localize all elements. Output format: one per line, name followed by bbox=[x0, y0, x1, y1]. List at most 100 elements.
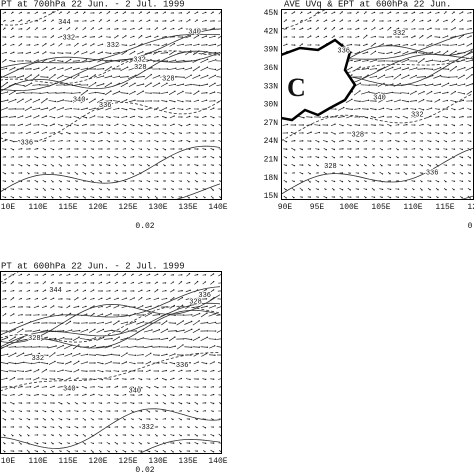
wind-vector-head bbox=[100, 418, 103, 420]
wind-vector bbox=[81, 124, 87, 126]
wind-vector bbox=[144, 338, 152, 340]
wind-vector bbox=[192, 306, 200, 308]
wind-vector-head bbox=[183, 67, 185, 70]
wind-vector-head bbox=[382, 107, 385, 110]
wind-vector-head bbox=[140, 402, 143, 404]
wind-vector-head bbox=[382, 124, 384, 126]
wind-vector-head bbox=[173, 123, 175, 125]
wind-vector-head bbox=[62, 353, 65, 356]
wind-vector-head bbox=[118, 75, 121, 78]
wind-vector-head bbox=[166, 346, 169, 348]
wind-vector-head bbox=[429, 172, 432, 174]
wind-vector bbox=[417, 84, 425, 86]
wind-vector-head bbox=[4, 313, 7, 315]
wind-vector-head bbox=[29, 394, 31, 397]
wind-vector bbox=[201, 44, 207, 46]
x-axis-label: 135E bbox=[178, 457, 197, 466]
wind-vector-head bbox=[172, 274, 174, 276]
wind-vector-head bbox=[60, 450, 62, 453]
wind-vector bbox=[49, 116, 55, 118]
wind-vector bbox=[128, 321, 136, 325]
wind-vector-head bbox=[158, 59, 160, 61]
wind-vector-head bbox=[100, 426, 102, 428]
wind-vector bbox=[377, 92, 385, 94]
wind-vector bbox=[136, 83, 144, 87]
wind-vector-head bbox=[125, 115, 128, 118]
wind-vector-head bbox=[405, 131, 408, 134]
wind-vector-head bbox=[46, 346, 49, 348]
wind-vector-head bbox=[174, 59, 177, 61]
wind-vector-head bbox=[53, 123, 55, 125]
wind-vector bbox=[56, 369, 64, 373]
wind-vector bbox=[208, 322, 216, 324]
wind-vector-head bbox=[286, 132, 289, 134]
wind-vector-head bbox=[453, 148, 456, 150]
wind-vector-head bbox=[22, 98, 24, 100]
wind-vector-head bbox=[110, 90, 112, 92]
wind-vector-head bbox=[376, 84, 378, 86]
wind-vector bbox=[161, 298, 167, 300]
wind-vector-head bbox=[84, 188, 86, 190]
x-axis-label: 130E bbox=[148, 203, 167, 212]
wind-vector-head bbox=[204, 434, 207, 436]
wind-vector-head bbox=[135, 330, 137, 332]
wind-vector bbox=[73, 51, 79, 55]
wind-vector-head bbox=[133, 290, 135, 292]
x-axis-label: 115E bbox=[435, 203, 454, 212]
wind-vector-head bbox=[69, 132, 71, 135]
wind-vector-head bbox=[367, 108, 369, 110]
wind-vector bbox=[177, 100, 183, 102]
wind-vector-head bbox=[86, 361, 88, 363]
wind-vector-head bbox=[172, 196, 174, 199]
wind-vector-head bbox=[205, 394, 207, 396]
wind-vector bbox=[129, 116, 135, 118]
wind-vector-head bbox=[469, 124, 472, 127]
wind-vector bbox=[96, 337, 104, 341]
wind-vector-head bbox=[212, 172, 215, 174]
wind-vector-head bbox=[30, 369, 32, 372]
wind-vector-head bbox=[36, 434, 39, 436]
wind-vector-head bbox=[85, 378, 87, 380]
wind-vector-head bbox=[373, 164, 375, 167]
wind-vector-head bbox=[196, 132, 198, 134]
wind-vector-head bbox=[445, 196, 447, 198]
wind-vector-head bbox=[30, 330, 32, 332]
wind-vector-head bbox=[68, 140, 71, 142]
wind-vector-head bbox=[204, 156, 207, 158]
wind-vector-head bbox=[180, 402, 183, 405]
wind-vector-head bbox=[183, 329, 185, 331]
wind-vector-head bbox=[390, 125, 392, 127]
wind-vector bbox=[112, 75, 120, 79]
wind-vector-head bbox=[204, 164, 206, 166]
wind-vector-head bbox=[389, 180, 391, 182]
wind-vector-head bbox=[413, 156, 415, 158]
wind-vector bbox=[201, 289, 207, 293]
wind-vector-head bbox=[196, 435, 198, 437]
wind-vector-head bbox=[214, 51, 217, 54]
wind-vector-head bbox=[333, 180, 336, 183]
wind-vector-head bbox=[4, 419, 7, 421]
wind-vector-head bbox=[125, 370, 127, 372]
wind-vector-head bbox=[44, 181, 46, 183]
wind-vector-head bbox=[116, 196, 119, 198]
wind-vector-head bbox=[381, 140, 383, 142]
wind-vector-head bbox=[470, 11, 472, 14]
wind-vector-head bbox=[164, 156, 166, 159]
wind-vector bbox=[418, 52, 424, 54]
wind-vector-head bbox=[84, 197, 86, 199]
wind-vector-head bbox=[453, 188, 455, 191]
wind-vector-head bbox=[317, 156, 320, 159]
wind-vector bbox=[25, 60, 31, 62]
wind-vector bbox=[24, 99, 32, 103]
wind-vector-head bbox=[36, 442, 39, 445]
wind-vector bbox=[33, 394, 39, 396]
wind-vector bbox=[434, 99, 440, 103]
wind-vector bbox=[1, 377, 7, 381]
wind-vector bbox=[386, 52, 392, 54]
wind-vector-head bbox=[78, 360, 80, 363]
wind-vector-head bbox=[422, 28, 424, 30]
wind-vector-head bbox=[46, 362, 49, 365]
panel-title: PT at 600hPa 22 Jun. - 2 Jul. 1999 bbox=[1, 261, 185, 271]
wind-vector-head bbox=[437, 140, 440, 143]
wind-vector-head bbox=[101, 139, 103, 142]
